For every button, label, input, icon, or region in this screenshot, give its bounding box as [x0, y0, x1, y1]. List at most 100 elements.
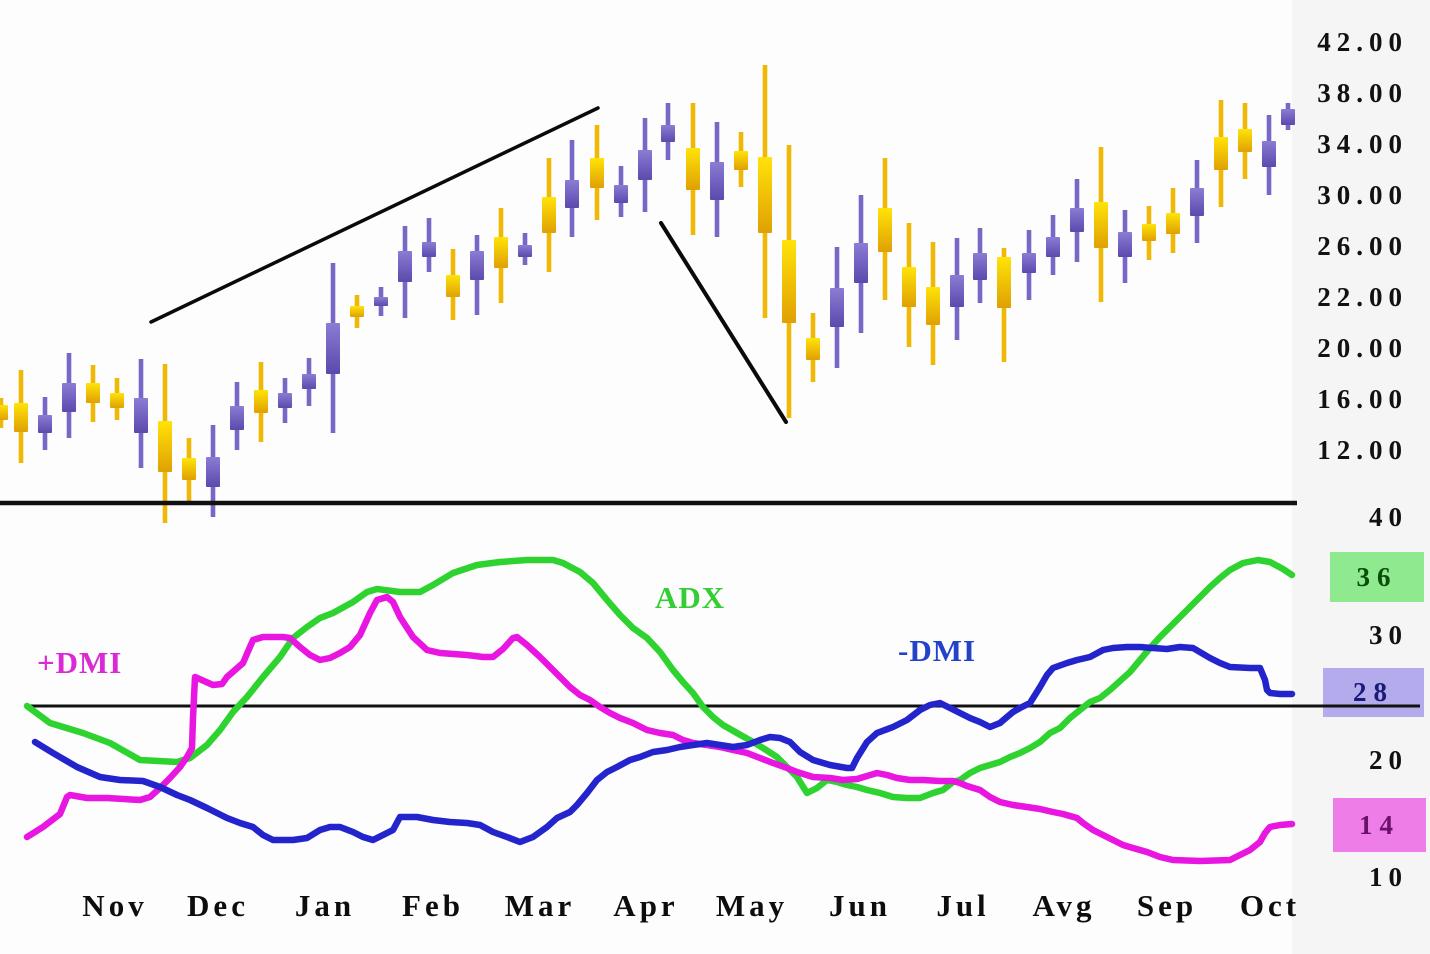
- candle-wick: [138, 359, 144, 468]
- candle-wick: [18, 370, 24, 463]
- candle-body: [518, 245, 532, 257]
- price-tick: 42.00: [1317, 27, 1408, 57]
- candle-body: [494, 237, 508, 268]
- candle-body: [0, 405, 8, 420]
- candle-wick: [258, 362, 264, 442]
- candle-wick: [42, 397, 48, 450]
- indicator-tick: 30: [1369, 620, 1408, 650]
- candle-body: [806, 338, 820, 360]
- candle-body: [758, 157, 772, 233]
- candle-body: [830, 288, 844, 327]
- price-tick: 30.00: [1317, 180, 1408, 210]
- candle-body: [950, 275, 964, 307]
- price-tick: 16.00: [1317, 384, 1408, 414]
- candle-body: [278, 393, 292, 408]
- price-tick: 34.00: [1317, 129, 1408, 159]
- candle-wick: [546, 158, 552, 272]
- candle-wick: [714, 122, 720, 237]
- candle-wick: [0, 398, 4, 428]
- candle-body: [973, 253, 987, 280]
- month-label: Nov: [82, 888, 148, 923]
- axis-gutter: [1292, 0, 1430, 954]
- minus-dmi-current-value-badge: 28: [1323, 668, 1424, 717]
- candle-wick: [569, 140, 575, 237]
- candle-wick: [354, 295, 360, 328]
- candle-body: [926, 287, 940, 325]
- month-label: May: [715, 888, 789, 923]
- indicator-tick: 10: [1369, 862, 1408, 892]
- candle-body: [997, 257, 1011, 308]
- month-label: Jan: [294, 888, 356, 923]
- candle-body: [182, 458, 196, 480]
- uptrend-trendline: [149, 106, 600, 324]
- candle-wick: [162, 364, 168, 523]
- candle-body: [878, 208, 892, 252]
- candle-body: [86, 383, 100, 403]
- candle-wick: [1242, 103, 1248, 179]
- candle-body: [350, 306, 364, 317]
- candle-body: [398, 251, 412, 282]
- candle-wick: [642, 118, 648, 212]
- candle-body: [1262, 141, 1276, 167]
- candle-wick: [786, 145, 792, 418]
- candle-body: [302, 374, 316, 389]
- candle-wick: [1001, 248, 1007, 362]
- candle-body: [326, 323, 340, 374]
- candle-body: [206, 457, 220, 487]
- plusminus-dmi-series-line: [23, 593, 1296, 865]
- candle-body: [38, 415, 52, 433]
- price-tick: 26.00: [1317, 231, 1408, 261]
- month-label: Jun: [829, 888, 891, 923]
- candle-body: [14, 403, 28, 432]
- candle-wick: [618, 166, 624, 217]
- candle-wick: [858, 195, 864, 333]
- candle-body: [542, 197, 556, 233]
- candle-body: [710, 162, 724, 200]
- candle-wick: [402, 226, 408, 318]
- candle-wick: [977, 228, 983, 303]
- candle-body: [661, 125, 675, 142]
- candle-wick: [498, 208, 504, 303]
- candle-body: [1022, 253, 1036, 273]
- candle-body: [1214, 137, 1228, 170]
- candle-wick: [1266, 115, 1272, 195]
- candle-wick: [330, 263, 336, 433]
- candle-body: [902, 267, 916, 307]
- candle-body: [686, 148, 700, 190]
- plus-dmi-current-value-badge: 14: [1333, 798, 1426, 852]
- candle-wick: [378, 287, 384, 316]
- indicator-tick: 40: [1369, 502, 1408, 532]
- price-tick: 12.00: [1317, 435, 1408, 465]
- candle-wick: [906, 223, 912, 347]
- candle-body: [614, 185, 628, 203]
- candle-wick: [665, 103, 671, 160]
- candle-body: [254, 390, 268, 413]
- candle-body: [638, 150, 652, 180]
- candle-wick: [66, 353, 72, 438]
- candle-wick: [426, 218, 432, 272]
- price-tick: 20.00: [1317, 333, 1408, 363]
- candle-body: [422, 242, 436, 257]
- candle-wick: [210, 425, 216, 517]
- month-label: Dec: [187, 888, 249, 923]
- minus-dmi-series-line: [31, 643, 1296, 846]
- candle-body: [1142, 224, 1156, 241]
- candle-body: [110, 393, 124, 408]
- candle-body: [446, 275, 460, 297]
- candle-wick: [1050, 215, 1056, 275]
- candle-wick: [1146, 206, 1152, 260]
- month-label: Oct: [1239, 888, 1301, 923]
- candle-body: [1070, 208, 1084, 232]
- candle-body: [590, 158, 604, 188]
- candle-body: [134, 398, 148, 433]
- candle-body: [62, 383, 76, 412]
- candle-wick: [1026, 230, 1032, 300]
- candle-wick: [762, 65, 768, 318]
- indicator-tick: 20: [1369, 745, 1408, 775]
- candle-body: [1094, 202, 1108, 248]
- candle-wick: [882, 158, 888, 300]
- candle-wick: [594, 125, 600, 220]
- candle-body: [1118, 232, 1132, 257]
